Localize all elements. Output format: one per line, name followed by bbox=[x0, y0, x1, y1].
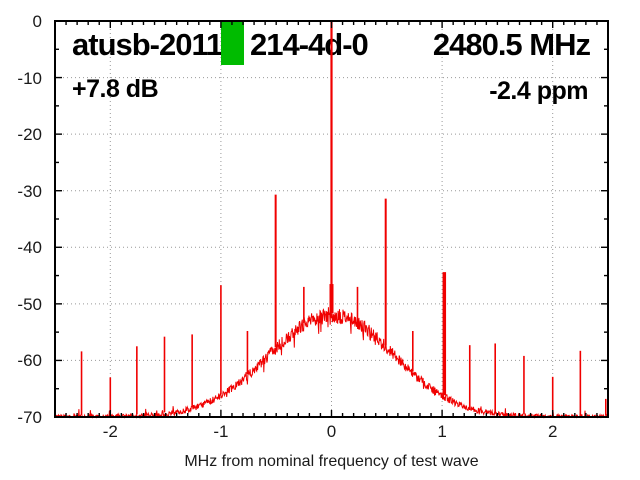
y-tick-label: -60 bbox=[17, 351, 42, 371]
x-tick-label: -1 bbox=[213, 422, 229, 441]
y-tick-label: -70 bbox=[17, 408, 42, 427]
x-tick-label: 0 bbox=[326, 422, 337, 441]
x-tick-label: -2 bbox=[102, 422, 118, 441]
x-tick-label: 1 bbox=[437, 422, 447, 441]
y-tick-label: 0 bbox=[32, 12, 42, 31]
y-tick-label: -20 bbox=[17, 125, 42, 145]
y-tick-label: -50 bbox=[17, 294, 42, 314]
x-axis-title: MHz from nominal frequency of test wave bbox=[184, 453, 479, 470]
y-tick-label: -30 bbox=[17, 181, 42, 201]
x-tick-label: 2 bbox=[547, 422, 558, 441]
y-tick-label: -40 bbox=[17, 238, 42, 258]
y-tick-label: -10 bbox=[17, 68, 42, 88]
